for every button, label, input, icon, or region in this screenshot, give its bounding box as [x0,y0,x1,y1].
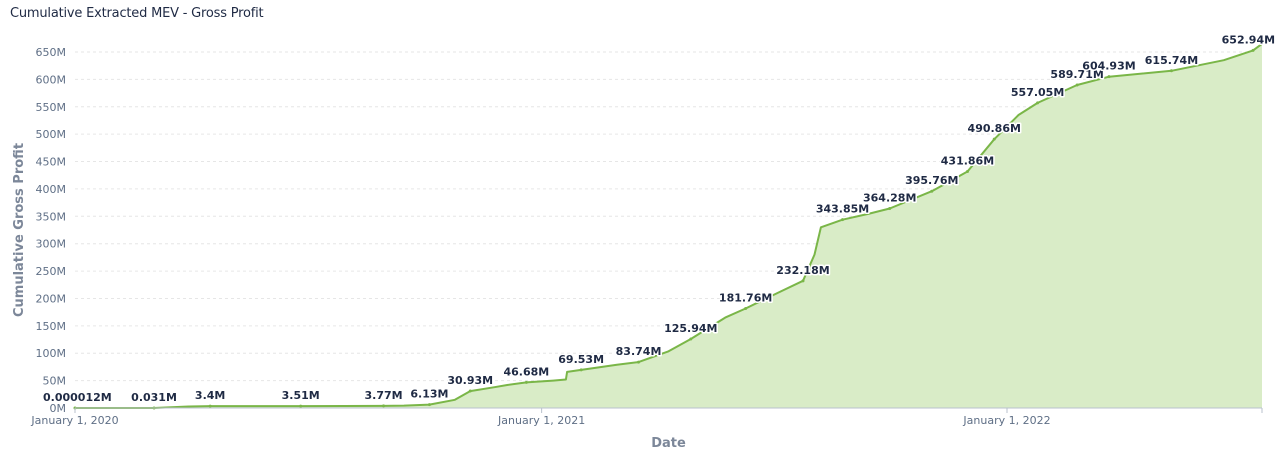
y-tick-label: 0M [50,402,67,415]
data-label: 343.85M [816,203,869,216]
y-tick-label: 500M [36,128,67,141]
data-label: 604.93M [1082,60,1135,73]
y-tick-label: 650M [36,46,67,59]
data-label: 431.86M [941,154,994,167]
data-label: 3.51M [282,389,320,402]
data-point [841,218,845,222]
data-label: 232.18M [776,264,829,277]
data-point [579,368,583,372]
data-label: 3.77M [364,389,402,402]
data-label: 69.53M [558,353,604,366]
data-point [1075,83,1079,87]
data-point [744,306,748,310]
series-line [75,42,1263,409]
data-label: 364.28M [863,191,916,204]
y-tick-label: 450M [36,156,67,169]
data-label: 83.74M [616,345,662,358]
y-tick-label: 250M [36,265,67,278]
data-point [888,206,892,210]
data-label: 557.05M [1011,86,1064,99]
data-label: 6.13M [410,388,448,401]
data-label: 615.74M [1145,54,1198,67]
series-area [75,43,1262,409]
data-label: 125.94M [664,322,717,335]
data-point [382,404,386,408]
data-point [689,337,693,341]
y-axis-title: Cumulative Gross Profit [12,143,27,317]
y-tick-label: 400M [36,183,67,196]
data-point [965,169,969,173]
y-tick-label: 350M [36,210,67,223]
x-tick-label: January 1, 2021 [497,414,585,427]
y-tick-label: 600M [36,73,67,86]
data-label: 181.76M [719,291,772,304]
data-point [524,380,528,384]
data-label: 0.000012M [43,391,112,404]
data-label: 46.68M [503,365,549,378]
data-label: 589.71M [1050,68,1103,81]
data-point [637,360,641,364]
y-tick-label: 300M [36,238,67,251]
data-point [1169,69,1173,73]
area-layer [73,42,1263,410]
y-tick-label: 150M [36,320,67,333]
data-label: 490.86M [968,122,1021,135]
data-point [1251,48,1255,52]
data-point [1107,75,1111,79]
x-tick-label: January 1, 2022 [962,414,1050,427]
x-axis-title: Date [651,436,686,451]
data-labels: 0.000012M 0.031M 3.4M 3.51M 3.77M 6.13M30.93M… [42,32,1277,406]
data-point [299,404,303,408]
data-point [1036,101,1040,105]
x-tick-label: January 1, 2020 [30,414,118,427]
axes: 0M 50M 100M 150M 200M 250M 300M 350M 400M 450M 500… [12,46,1263,451]
data-point [801,279,805,283]
chart-title: Cumulative Extracted MEV - Gross Profit [10,6,264,21]
data-label: 0.031M [131,391,177,404]
data-point [468,389,472,393]
data-label: 30.93M [447,374,493,387]
data-label: 3.4M [195,389,225,402]
y-tick-label: 550M [36,101,67,114]
data-label: 652.94M [1222,33,1275,46]
data-point [930,189,934,193]
y-tick-label: 50M [43,375,67,388]
data-point [208,404,212,408]
data-point [427,403,431,407]
data-point [992,137,996,141]
y-tick-label: 200M [36,292,67,305]
data-label: 395.76M [905,174,958,187]
y-tick-label: 100M [36,347,67,360]
